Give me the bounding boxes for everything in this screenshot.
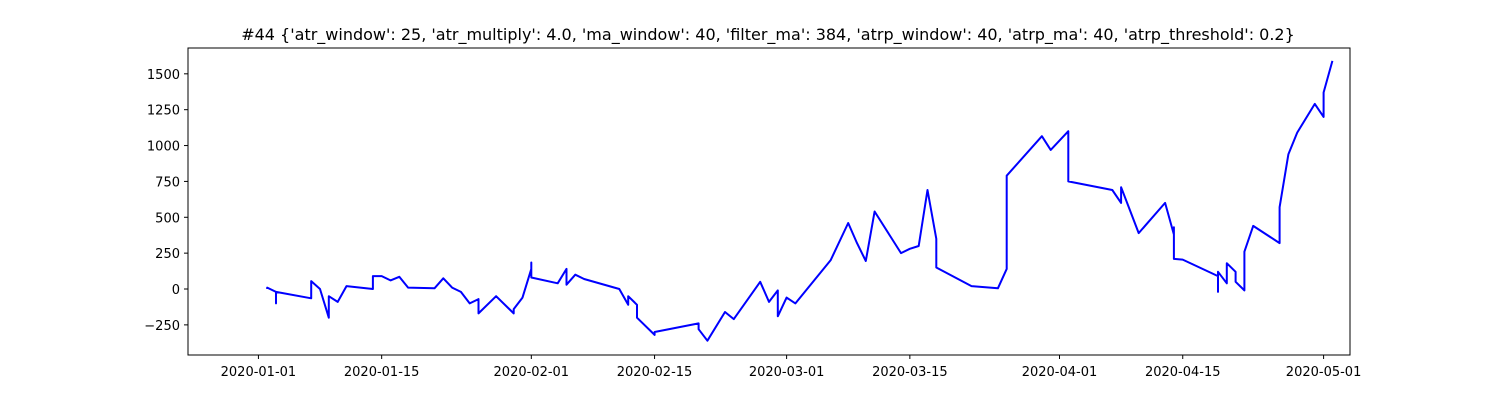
y-tick-label: 500: [155, 211, 180, 226]
x-tick-label: 2020-04-15: [1145, 365, 1221, 380]
x-tick-label: 2020-04-01: [1022, 365, 1098, 380]
plot-frame: [187, 47, 1351, 356]
y-tick-label: 1000: [147, 140, 180, 155]
x-tick-label: 2020-03-01: [749, 365, 825, 380]
x-tick-label: 2020-01-01: [221, 365, 297, 380]
y-tick-label: 1500: [147, 68, 180, 83]
y-tick-label: −250: [144, 319, 180, 334]
x-tick-label: 2020-05-01: [1286, 365, 1362, 380]
x-tick-label: 2020-02-15: [617, 365, 693, 380]
x-tick-label: 2020-02-01: [494, 365, 570, 380]
y-tick-label: 1250: [147, 104, 180, 119]
x-axis: 2020-01-01 2020-01-15 2020-02-01 2020-02-15…: [221, 355, 1362, 380]
y-tick-label: 750: [155, 175, 180, 190]
x-tick-label: 2020-03-15: [872, 365, 948, 380]
y-tick-label: 0: [172, 283, 180, 298]
y-tick-label: 250: [155, 247, 180, 262]
chart-title: #44 {'atr_window': 25, 'atr_multiply': 4…: [241, 25, 1295, 45]
y-axis: −250 0 250 500 750 1000 1250 1500: [144, 68, 188, 334]
x-tick-label: 2020-01-15: [344, 365, 420, 380]
series-line: [266, 60, 1334, 342]
